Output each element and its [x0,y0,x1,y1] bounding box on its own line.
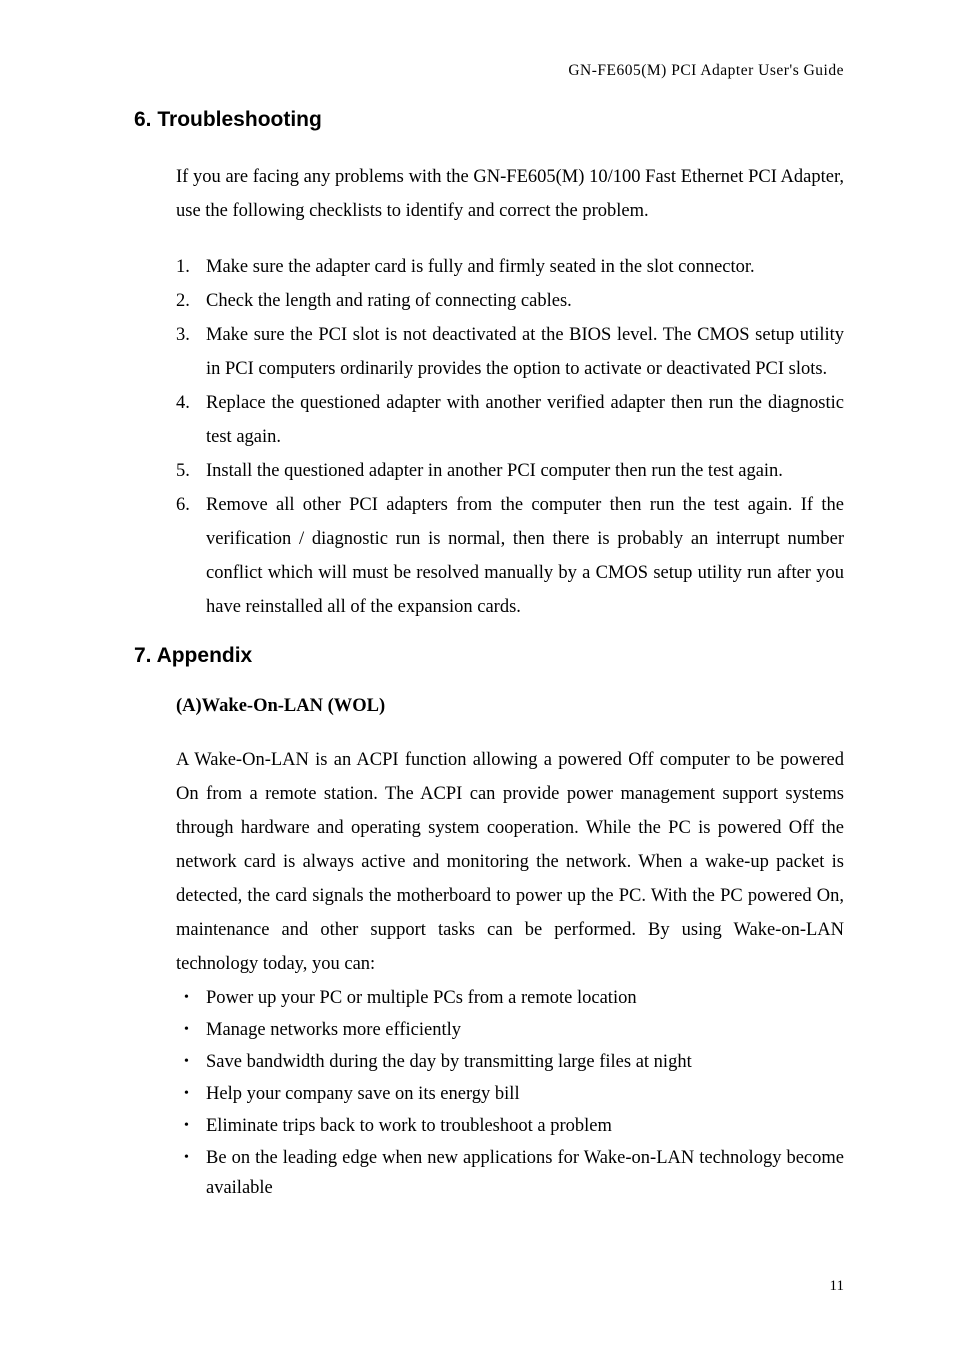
list-item: Replace the questioned adapter with anot… [176,386,844,454]
list-item: Manage networks more efficiently [176,1015,844,1045]
list-item: Make sure the PCI slot is not deactivate… [176,318,844,386]
troubleshooting-body: If you are facing any problems with the … [176,160,844,624]
appendix-bullet-list: Power up your PC or multiple PCs from a … [176,983,844,1203]
document-page: GN-FE605(M) PCI Adapter User's Guide 6. … [0,0,954,1351]
list-item: Save bandwidth during the day by transmi… [176,1047,844,1077]
page-number: 11 [830,1278,844,1295]
list-item: Eliminate trips back to work to troubles… [176,1111,844,1141]
appendix-intro: A Wake-On-LAN is an ACPI function allowi… [176,743,844,981]
list-item: Remove all other PCI adapters from the c… [176,488,844,624]
list-item: Install the questioned adapter in anothe… [176,454,844,488]
list-item: Help your company save on its energy bil… [176,1079,844,1109]
page-header: GN-FE605(M) PCI Adapter User's Guide [134,62,844,80]
appendix-sub-heading: (A)Wake-On-LAN (WOL) [176,696,844,717]
list-item: Check the length and rating of connectin… [176,284,844,318]
section-heading-appendix: 7. Appendix [134,644,844,668]
list-item: Be on the leading edge when new applicat… [176,1143,844,1203]
section-heading-troubleshooting: 6. Troubleshooting [134,108,844,132]
troubleshooting-list: Make sure the adapter card is fully and … [176,250,844,624]
appendix-body: (A)Wake-On-LAN (WOL) A Wake-On-LAN is an… [176,696,844,1203]
list-item: Power up your PC or multiple PCs from a … [176,983,844,1013]
list-item: Make sure the adapter card is fully and … [176,250,844,284]
troubleshooting-intro: If you are facing any problems with the … [176,160,844,228]
